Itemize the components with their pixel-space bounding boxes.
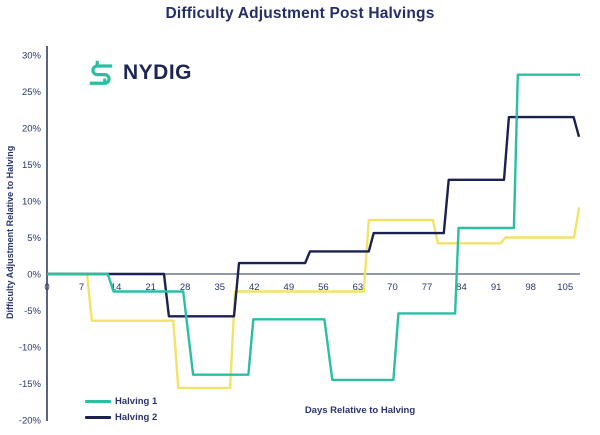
x-tick-label: 56 xyxy=(318,282,329,293)
legend-label: Halving 2 xyxy=(115,412,158,423)
y-tick-label: 15% xyxy=(22,160,42,171)
x-tick-label: 49 xyxy=(284,282,295,293)
y-tick-label: -10% xyxy=(19,343,42,354)
y-tick-label: -20% xyxy=(19,416,42,427)
legend-item-halving-1: Halving 1 xyxy=(85,396,157,407)
x-tick-label: 35 xyxy=(214,282,225,293)
x-tick-label: 63 xyxy=(353,282,364,293)
y-tick-label: 5% xyxy=(27,233,41,244)
series-line-unlabeled-yellow-series xyxy=(47,207,581,390)
y-tick-label: -5% xyxy=(24,306,41,317)
y-tick-label: 0% xyxy=(27,270,41,281)
x-tick-label: 70 xyxy=(387,282,398,293)
legend-item-halving-2: Halving 2 xyxy=(85,412,157,423)
chart-legend: Halving 1 Halving 2 xyxy=(85,396,157,423)
x-tick-label: 14 xyxy=(111,282,122,293)
series-line-halving-2 xyxy=(47,115,581,318)
y-tick-label: 25% xyxy=(22,87,42,98)
chart-title: Difficulty Adjustment Post Halvings xyxy=(165,5,435,22)
legend-label: Halving 1 xyxy=(115,396,158,407)
x-tick-label: 98 xyxy=(525,282,536,293)
x-tick-label: 7 xyxy=(79,282,84,293)
y-tick-label: 30% xyxy=(22,51,42,62)
legend-swatch-halving-1 xyxy=(85,400,111,403)
y-tick-label: 10% xyxy=(22,197,42,208)
legend-swatch-halving-2 xyxy=(85,416,111,419)
y-tick-label: -15% xyxy=(19,379,42,390)
nydig-logo: NYDIG xyxy=(86,58,192,88)
x-tick-label: 0 xyxy=(44,282,49,293)
nydig-logo-icon xyxy=(86,58,116,88)
x-tick-label: 91 xyxy=(491,282,502,293)
x-tick-label: 42 xyxy=(249,282,260,293)
x-tick-label: 105 xyxy=(557,282,573,293)
y-tick-label: 20% xyxy=(22,124,42,135)
nydig-logo-text: NYDIG xyxy=(123,61,193,84)
x-tick-label: 21 xyxy=(145,282,156,293)
x-axis-title: Days Relative to Halving xyxy=(304,405,416,416)
series-line-halving-1 xyxy=(47,73,580,382)
x-tick-label: 77 xyxy=(422,282,433,293)
y-axis-title: Difficulty Adjustment Relative to Halvin… xyxy=(5,145,15,319)
x-tick-label: 84 xyxy=(456,282,467,293)
x-tick-label: 28 xyxy=(180,282,191,293)
